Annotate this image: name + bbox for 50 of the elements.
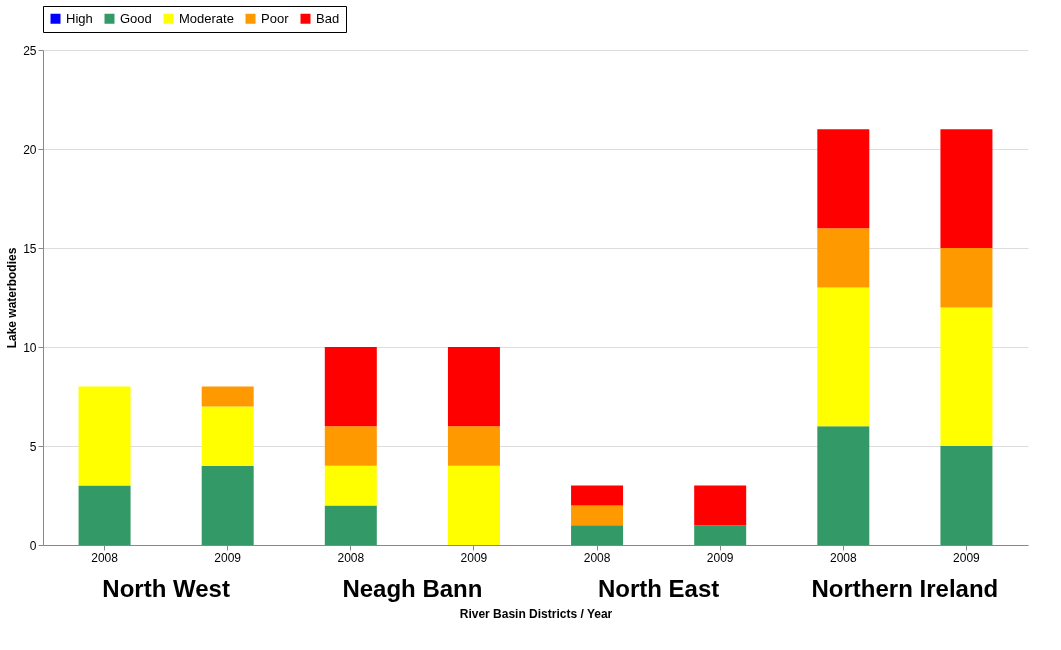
bar xyxy=(324,347,377,427)
bar xyxy=(940,446,993,545)
text: Neagh Bann xyxy=(342,575,483,602)
bar xyxy=(571,485,624,506)
bar xyxy=(571,505,624,526)
x-tick-label: 2009 xyxy=(460,550,488,565)
bar xyxy=(201,406,254,466)
bar xyxy=(817,287,870,427)
legend-label: Bad xyxy=(316,10,340,26)
y-tick-label: 20 xyxy=(23,142,37,157)
legend-label: Moderate xyxy=(179,10,234,26)
bar xyxy=(78,485,131,545)
y-axis-title: Lake waterbodies xyxy=(5,247,20,349)
bar xyxy=(447,347,500,427)
y-tick-label: 5 xyxy=(29,439,37,454)
legend-label: Poor xyxy=(261,10,290,26)
text: North East xyxy=(597,575,720,602)
y-tick-label: 15 xyxy=(23,241,37,256)
bar xyxy=(201,386,254,407)
x-axis-title: River Basin Districts / Year xyxy=(459,606,613,621)
text: Northern Ireland xyxy=(811,575,999,602)
bar xyxy=(694,485,747,526)
bar xyxy=(447,465,500,545)
bar xyxy=(571,525,624,545)
bar xyxy=(201,465,254,545)
bar xyxy=(447,426,500,466)
x-tick-label: 2008 xyxy=(91,550,119,565)
text: North West xyxy=(102,575,230,602)
x-tick-label: 2009 xyxy=(953,550,981,565)
y-tick-label: 25 xyxy=(23,43,37,58)
bar xyxy=(78,386,131,486)
bar xyxy=(817,228,870,288)
bar xyxy=(324,426,377,466)
bar xyxy=(940,129,993,248)
bar xyxy=(324,505,377,545)
y-tick-label: 0 xyxy=(29,538,37,553)
x-tick-label: 2009 xyxy=(706,550,734,565)
bar xyxy=(940,307,993,446)
x-tick-label: 2008 xyxy=(337,550,365,565)
bar xyxy=(940,248,993,308)
bar xyxy=(694,525,747,545)
bar xyxy=(817,426,870,545)
bar xyxy=(817,129,870,229)
x-tick-label: 2009 xyxy=(214,550,242,565)
legend-label: Good xyxy=(120,10,152,26)
bar xyxy=(324,465,377,506)
legend-label: High xyxy=(66,10,93,26)
y-tick-label: 10 xyxy=(23,340,37,355)
x-tick-label: 2008 xyxy=(583,550,611,565)
x-tick-label: 2008 xyxy=(829,550,857,565)
